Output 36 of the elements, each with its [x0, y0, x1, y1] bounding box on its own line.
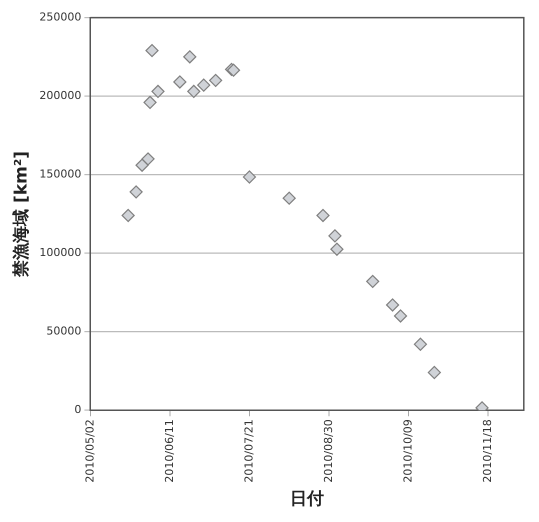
x-tick-label: 2010/11/18	[480, 419, 494, 483]
point	[183, 50, 196, 64]
point	[130, 185, 143, 199]
y-axis-title: 禁漁海域 [km²]	[12, 150, 32, 278]
point	[366, 274, 380, 288]
x-tick-label: 2010/06/11	[162, 419, 176, 483]
point	[145, 44, 159, 58]
point	[242, 170, 256, 184]
point	[316, 208, 330, 222]
point	[173, 75, 186, 89]
x-tick-label: 2010/07/21	[242, 419, 256, 483]
point	[414, 338, 428, 351]
point	[151, 84, 165, 98]
point	[328, 229, 342, 242]
point	[187, 84, 200, 98]
y-tick-label: 0	[74, 403, 82, 416]
x-tick-label: 2010/05/02	[83, 419, 96, 483]
point	[282, 192, 296, 205]
point	[209, 74, 222, 88]
x-axis-title: 日付	[290, 489, 324, 510]
point	[394, 309, 408, 323]
point	[122, 208, 135, 222]
point	[141, 152, 155, 166]
point	[197, 78, 210, 92]
y-tick-label: 200000	[39, 88, 82, 102]
y-tick-label: 250000	[39, 10, 82, 24]
point	[135, 158, 149, 172]
x-tick-label: 2010/10/09	[401, 419, 414, 483]
point	[386, 298, 400, 312]
point	[428, 366, 441, 380]
y-tick-label: 100000	[39, 246, 82, 260]
point	[330, 242, 344, 256]
y-tick-label: 150000	[39, 168, 82, 180]
y-tick-label: 50000	[46, 324, 82, 338]
point	[143, 96, 157, 109]
x-tick-label: 2010/08/30	[322, 419, 335, 483]
